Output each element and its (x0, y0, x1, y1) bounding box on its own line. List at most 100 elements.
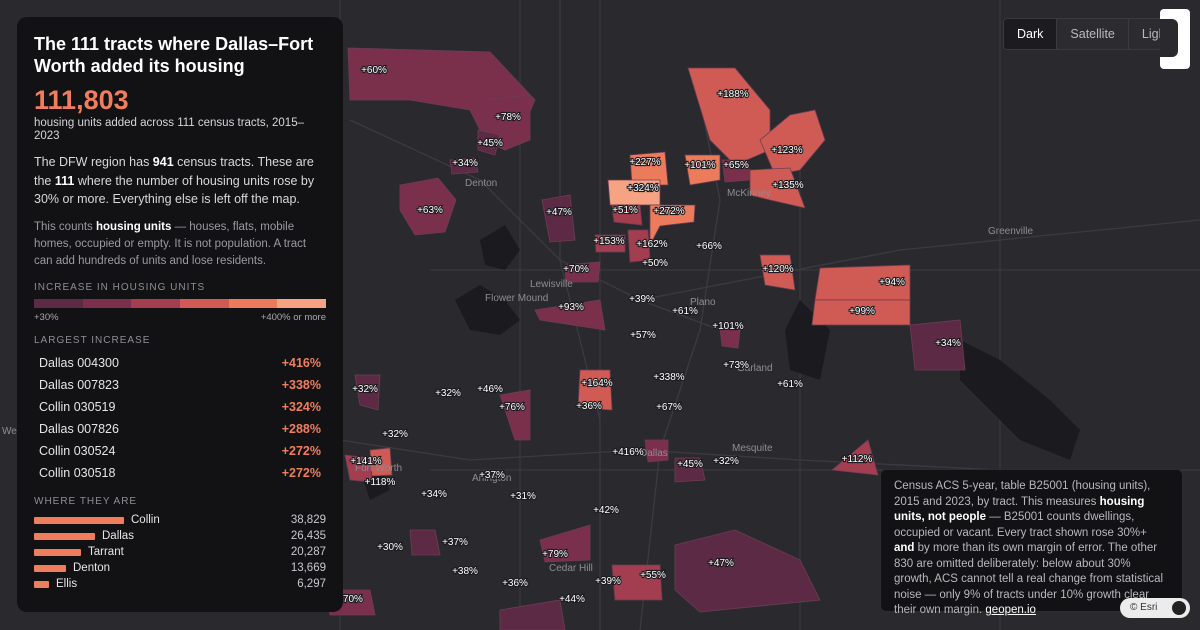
tract-label: +39% (629, 294, 655, 305)
city-label: McKinney (727, 188, 771, 199)
tract-label: +32% (382, 429, 408, 440)
tract-pct: +288% (281, 421, 321, 436)
county-name: Dallas (102, 529, 134, 542)
largest-row[interactable]: Dallas 007823 +338% (34, 374, 326, 396)
basemap-satellite-button[interactable]: Satellite (1056, 19, 1127, 49)
tract-label: +94% (879, 277, 905, 288)
tract-label: +162% (636, 239, 668, 250)
methodology-note: Census ACS 5-year, table B25001 (housing… (880, 469, 1183, 616)
largest-row[interactable]: Dallas 007826 +288% (34, 418, 326, 440)
legend-min: +30% (34, 311, 59, 323)
info-panel: The 111 tracts where Dallas–Fort Worth a… (17, 17, 343, 612)
county-count: 38,829 (290, 513, 326, 526)
county-name: Tarrant (88, 545, 124, 558)
largest-title: LARGEST INCREASE (34, 334, 151, 346)
where-title: WHERE THEY ARE (34, 495, 138, 507)
tract-label: +32% (352, 384, 378, 395)
largest-row[interactable]: Collin 030518 +272% (34, 462, 326, 484)
tract-label: +30% (377, 542, 403, 553)
largest-row[interactable]: Collin 030519 +324% (34, 396, 326, 418)
county-bar (34, 516, 124, 524)
tract-label: +65% (723, 160, 749, 171)
tract-label: +61% (777, 379, 803, 390)
tract-label: +227% (629, 157, 661, 168)
tract-label: +70% (337, 594, 363, 605)
county-row: Tarrant 20,287 (34, 545, 326, 561)
county-count: 20,287 (290, 545, 326, 558)
tract-label: +45% (477, 138, 503, 149)
tract-label: +36% (576, 401, 602, 412)
county-count: 13,669 (290, 561, 326, 574)
county-row: Denton 13,669 (34, 561, 326, 577)
tract-label: +141% (350, 456, 382, 467)
county-bar-list: Collin 38,829 Dallas 26,435 Tarrant 20,287 Den… (34, 513, 326, 593)
tract-label: +153% (593, 236, 625, 247)
city-label: Flower Mound (485, 293, 548, 304)
tract-label: +188% (717, 89, 749, 100)
county-row: Ellis 6,297 (34, 577, 326, 593)
county-row: Collin 38,829 (34, 513, 326, 529)
tract-label: +70% (563, 264, 589, 275)
largest-row[interactable]: Collin 030524 +272% (34, 440, 326, 462)
tract-label: +38% (452, 566, 478, 577)
county-bar (34, 548, 81, 556)
county-name: Denton (73, 561, 111, 574)
county-bar (34, 564, 66, 572)
tract-label: +32% (713, 456, 739, 467)
legend-swatch (277, 298, 327, 308)
tract-label: +34% (421, 489, 447, 500)
tract-label: +34% (935, 338, 961, 349)
tract-name: Dallas 007823 (39, 377, 119, 392)
tract-label: +67% (656, 402, 682, 413)
tract-label: +416% (612, 447, 644, 458)
legend-swatch (131, 298, 181, 308)
city-label: Fort Worth (355, 463, 402, 474)
tract-label: +118% (365, 477, 396, 488)
county-name: Collin (131, 513, 160, 526)
legend-swatch (82, 298, 132, 308)
total-units-caption: housing units added across 111 census tr… (34, 117, 304, 142)
tract-name: Dallas 007826 (39, 421, 119, 436)
tract-label: +164% (581, 378, 613, 389)
tract-name: Collin 030524 (39, 443, 116, 458)
panel-title: The 111 tracts where Dallas–Fort Worth a… (34, 34, 314, 76)
tract-label: +324% (627, 183, 659, 194)
basemap-toggle: Dark Satellite Light (1003, 18, 1183, 50)
tract-labels: +60% +78% +45% +34% +63% +47% +188% +123% +135% +… (336, 64, 962, 606)
county-name: Ellis (56, 577, 78, 590)
tract-label: +45% (677, 459, 703, 470)
definition-paragraph: This counts housing units — houses, flat… (34, 220, 307, 267)
source-link[interactable]: geopen.io (985, 604, 1036, 616)
county-row: Dallas 26,435 (34, 529, 326, 545)
tract-label: +63% (417, 205, 443, 216)
largest-increase-list: Dallas 004300 +416% Dallas 007823 +338% Coll… (34, 352, 326, 484)
tract-label: +101% (712, 321, 744, 332)
tract-label: +101% (684, 160, 716, 171)
info-icon[interactable] (1172, 601, 1186, 615)
tract-label: +76% (499, 402, 525, 413)
county-bar (34, 580, 49, 588)
tract-name: Dallas 004300 (39, 355, 119, 370)
tract-pct: +338% (281, 377, 321, 392)
tract-label: +47% (708, 558, 734, 569)
legend-title: INCREASE IN HOUSING UNITS (34, 281, 206, 293)
attribution[interactable]: © Esri (1120, 598, 1190, 618)
legend-swatch (180, 298, 229, 308)
county-bar (34, 532, 95, 540)
basemap-dark-button[interactable]: Dark (1004, 19, 1057, 49)
tract-label: +272% (653, 206, 685, 217)
largest-row[interactable]: Dallas 004300 +416% (34, 352, 326, 374)
tract-label: +61% (672, 306, 698, 317)
tract-pct: +272% (281, 465, 321, 480)
city-label: Cedar Hill (549, 563, 593, 574)
map-control-button[interactable] (1160, 9, 1190, 69)
intro-paragraph: The DFW region has 941 census tracts. Th… (34, 155, 315, 206)
tract-label: +123% (771, 145, 803, 156)
tract-label: +39% (595, 576, 621, 587)
tract-label: +99% (849, 306, 875, 317)
total-units-added: 111,803 (34, 85, 129, 115)
tract-label: +73% (723, 360, 749, 371)
city-label: Greenville (988, 226, 1033, 237)
city-label: Dallas (640, 448, 668, 459)
city-label: Plano (690, 297, 716, 308)
